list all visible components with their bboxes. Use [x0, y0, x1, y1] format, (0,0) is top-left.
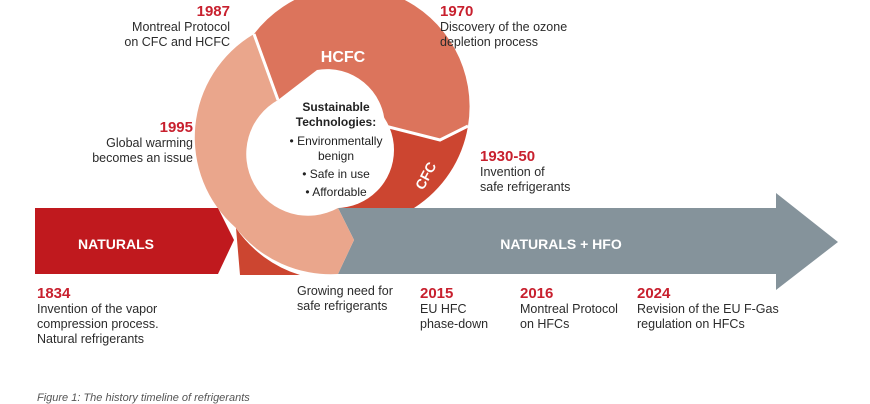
naturals-hfo-label: NATURALS + HFO	[500, 236, 622, 252]
milestone-2015: 2015 EU HFC phase-down	[420, 285, 488, 332]
milestone-text: EU HFC phase-down	[420, 302, 489, 331]
milestone-year: 2015	[420, 285, 454, 302]
figure-caption: Figure 1: The history timeline of refrig…	[37, 392, 250, 404]
milestone-text: Montreal Protocol on CFC and HCFC	[124, 20, 230, 49]
milestone-year: 2016	[520, 285, 554, 302]
milestone-1970: 1970 Discovery of the ozone depletion pr…	[440, 3, 567, 50]
hcfc-segment	[254, 0, 470, 140]
milestone-text: Invention of the vapor compression proce…	[37, 302, 159, 346]
milestone-text: Montreal Protocol on HFCs	[520, 302, 618, 331]
milestone-year: 1930-50	[480, 148, 536, 165]
milestone-1834: 1834 Invention of the vapor compression …	[37, 285, 159, 347]
hcfc-label: HCFC	[321, 49, 366, 66]
milestone-year: 1970	[440, 3, 474, 20]
cfc-tail	[236, 228, 300, 275]
milestone-text: Growing need for safe refrigerants	[297, 284, 393, 313]
milestone-text: Global warming becomes an issue	[92, 136, 193, 165]
milestone-1987: 1987 Montreal Protocol on CFC and HCFC	[124, 3, 230, 50]
milestone-text: Invention of safe refrigerants	[480, 165, 571, 194]
milestone-growing-need: Growing need for safe refrigerants	[297, 284, 393, 314]
milestone-1930-50: 1930-50 Invention of safe refrigerants	[480, 148, 570, 195]
center-list: Environmentally benign Safe in use Affor…	[281, 134, 391, 200]
naturals-hfo-arrow	[338, 193, 838, 290]
milestone-year: 1995	[159, 119, 193, 136]
ring-divider	[252, 33, 280, 101]
cfc-segment	[338, 126, 468, 208]
center-item: Environmentally benign	[281, 134, 391, 164]
milestone-2016: 2016 Montreal Protocol on HFCs	[520, 285, 618, 332]
center-item: Affordable	[281, 185, 391, 200]
naturals-band	[35, 208, 234, 274]
milestone-text: Discovery of the ozone depletion process	[440, 20, 568, 49]
milestone-1995: 1995 Global warming becomes an issue	[92, 119, 193, 166]
milestone-year: 1987	[196, 3, 230, 20]
ring-divider	[384, 124, 469, 142]
milestone-year: 2024	[637, 285, 671, 302]
sustainable-technologies: Sustainable Technologies: Environmentall…	[281, 100, 391, 203]
milestone-year: 1834	[37, 285, 71, 302]
milestone-2024: 2024 Revision of the EU F-Gas regulation…	[637, 285, 779, 332]
hfc-segment	[194, 34, 354, 275]
center-title: Sustainable Technologies:	[295, 100, 377, 129]
milestone-text: Revision of the EU F-Gas regulation on H…	[637, 302, 779, 331]
naturals-label: NATURALS	[78, 236, 154, 252]
center-item: Safe in use	[281, 167, 391, 182]
